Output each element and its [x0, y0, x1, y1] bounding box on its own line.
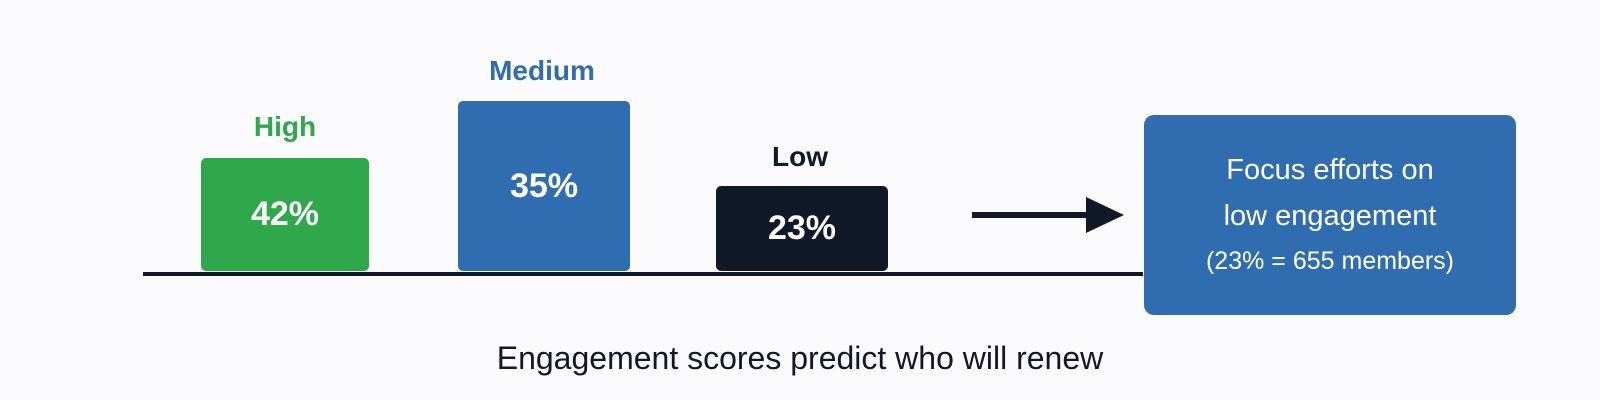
tier-label-low: Low: [772, 141, 828, 172]
callout-line-2: low engagement: [1223, 200, 1437, 232]
callout-line-1: Focus efforts on: [1226, 154, 1434, 186]
caption: Engagement scores predict who will renew: [496, 340, 1104, 376]
tier-box-medium: 35%: [458, 101, 630, 271]
arrow-right-icon: [972, 197, 1124, 233]
callout-box: Focus efforts on low engagement (23% = 6…: [1144, 115, 1516, 315]
baseline: [143, 272, 1143, 276]
tier-label-medium: Medium: [489, 55, 595, 86]
callout-line-3: (23% = 655 members): [1205, 247, 1455, 275]
tier-label-high: High: [253, 111, 317, 142]
tier-box-low: 23%: [716, 186, 888, 271]
tier-box-high: 42%: [201, 158, 369, 271]
